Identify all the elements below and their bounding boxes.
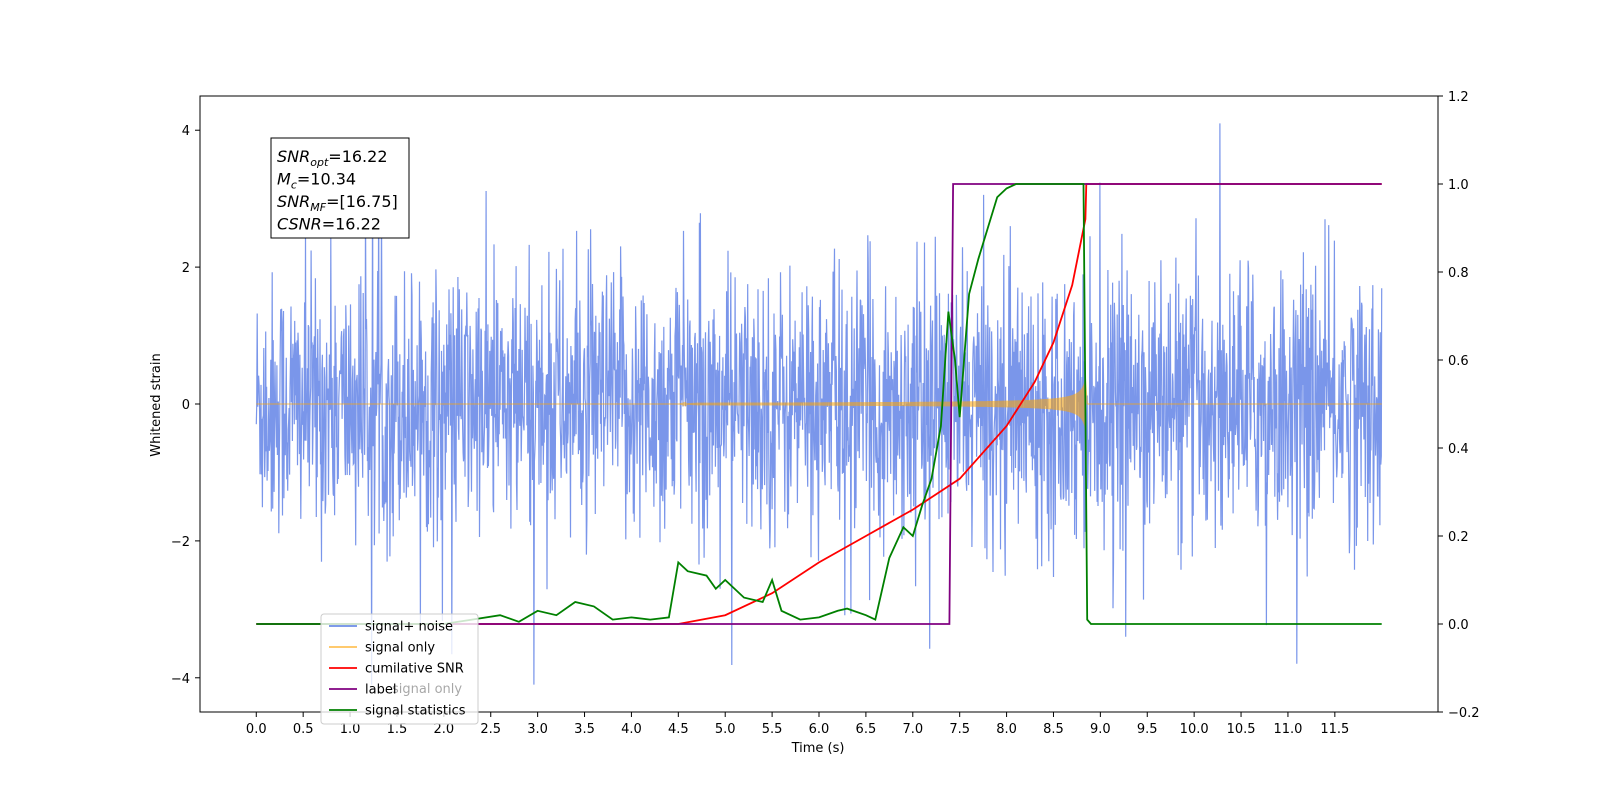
x-tick-label: 4.0	[621, 722, 642, 737]
x-tick-label: 10.5	[1227, 722, 1256, 737]
x-tick-label: 5.5	[762, 722, 783, 737]
legend-ghost-text: signal only	[392, 682, 462, 697]
x-tick-label: 1.5	[387, 722, 408, 737]
x-tick-label: 8.0	[996, 722, 1017, 737]
x-tick-label: 7.5	[949, 722, 970, 737]
info-box-line: SNRopt=16.22	[277, 147, 388, 169]
y-right-tick-label: 0.2	[1448, 530, 1469, 545]
x-tick-label: 9.5	[1137, 722, 1158, 737]
x-tick-label: 2.5	[480, 722, 501, 737]
info-box: SNRopt=16.22Mc=10.34SNRMF=[16.75]CSNR=16…	[270, 137, 410, 239]
info-box-line: Mc=10.34	[277, 170, 356, 192]
legend-item-label: signal only	[365, 641, 435, 656]
x-tick-label: 5.0	[715, 722, 736, 737]
x-tick-label: 8.5	[1043, 722, 1064, 737]
y-left-tick-label: 0	[182, 398, 190, 413]
x-tick-label: 6.5	[856, 722, 877, 737]
y-axis-left: 4 2 0 −2 −4	[171, 124, 200, 687]
plot-area	[255, 123, 1383, 685]
info-box-frame	[270, 137, 410, 239]
legend-frame	[320, 613, 479, 725]
y-left-tick-label: −4	[171, 672, 190, 687]
legend-item-label: cumilative SNR	[365, 662, 464, 677]
y-right-tick-label: 0.8	[1448, 266, 1469, 281]
y-left-tick-label: 4	[182, 124, 190, 139]
x-tick-label: 4.5	[668, 722, 689, 737]
x-tick-label: 11.0	[1273, 722, 1302, 737]
series-signal-noise-line	[255, 123, 1383, 685]
legend-item-label: label	[365, 683, 396, 698]
x-tick-label: 9.0	[1090, 722, 1111, 737]
x-axis: 0.0 0.5 1.0 1.5 2.0 2.5 3.0 3.5 4.0 4.5 5.0 5.5 6.0 6…	[246, 712, 1349, 737]
x-tick-label: 11.5	[1320, 722, 1349, 737]
x-tick-label: 0.0	[246, 722, 267, 737]
x-tick-label: 2.0	[434, 722, 455, 737]
x-tick-label: 3.5	[574, 722, 595, 737]
y-left-tick-label: −2	[171, 535, 190, 550]
y-left-tick-label: 2	[182, 261, 190, 276]
y-right-tick-label: 0.6	[1448, 354, 1469, 369]
y-right-tick-label: 0.0	[1448, 618, 1469, 633]
y-right-tick-label: 0.4	[1448, 442, 1469, 457]
x-axis-label: Time (s)	[791, 741, 845, 756]
legend-item-label: signal statistics	[365, 704, 466, 719]
series-cumilative-snr-line	[256, 183, 1382, 625]
y-axis-right: 1.2 1.0 0.8 0.6 0.4 0.2 0.0 −0.2	[1438, 90, 1480, 721]
info-box-line: CSNR=16.22	[277, 215, 381, 234]
y-right-tick-label: 1.2	[1448, 90, 1469, 105]
x-tick-label: 1.0	[340, 722, 361, 737]
plot-inner	[255, 123, 1383, 685]
legend: signal only signal+ noise signal only cumil…	[320, 613, 479, 725]
y-axis-label-left: Whitened strain	[149, 353, 164, 456]
x-tick-label: 3.0	[527, 722, 548, 737]
series-signal-only-line	[256, 378, 1382, 428]
legend-item-label: signal+ noise	[365, 620, 453, 635]
info-box-line: SNRMF=[16.75]	[277, 192, 398, 214]
y-right-tick-label: 1.0	[1448, 178, 1469, 193]
x-tick-label: 0.5	[293, 722, 314, 737]
x-tick-label: 7.0	[902, 722, 923, 737]
x-tick-label: 10.0	[1180, 722, 1209, 737]
series-signal-statistics-line	[256, 183, 1382, 625]
y-right-tick-label: −0.2	[1448, 706, 1480, 721]
x-tick-label: 6.0	[809, 722, 830, 737]
